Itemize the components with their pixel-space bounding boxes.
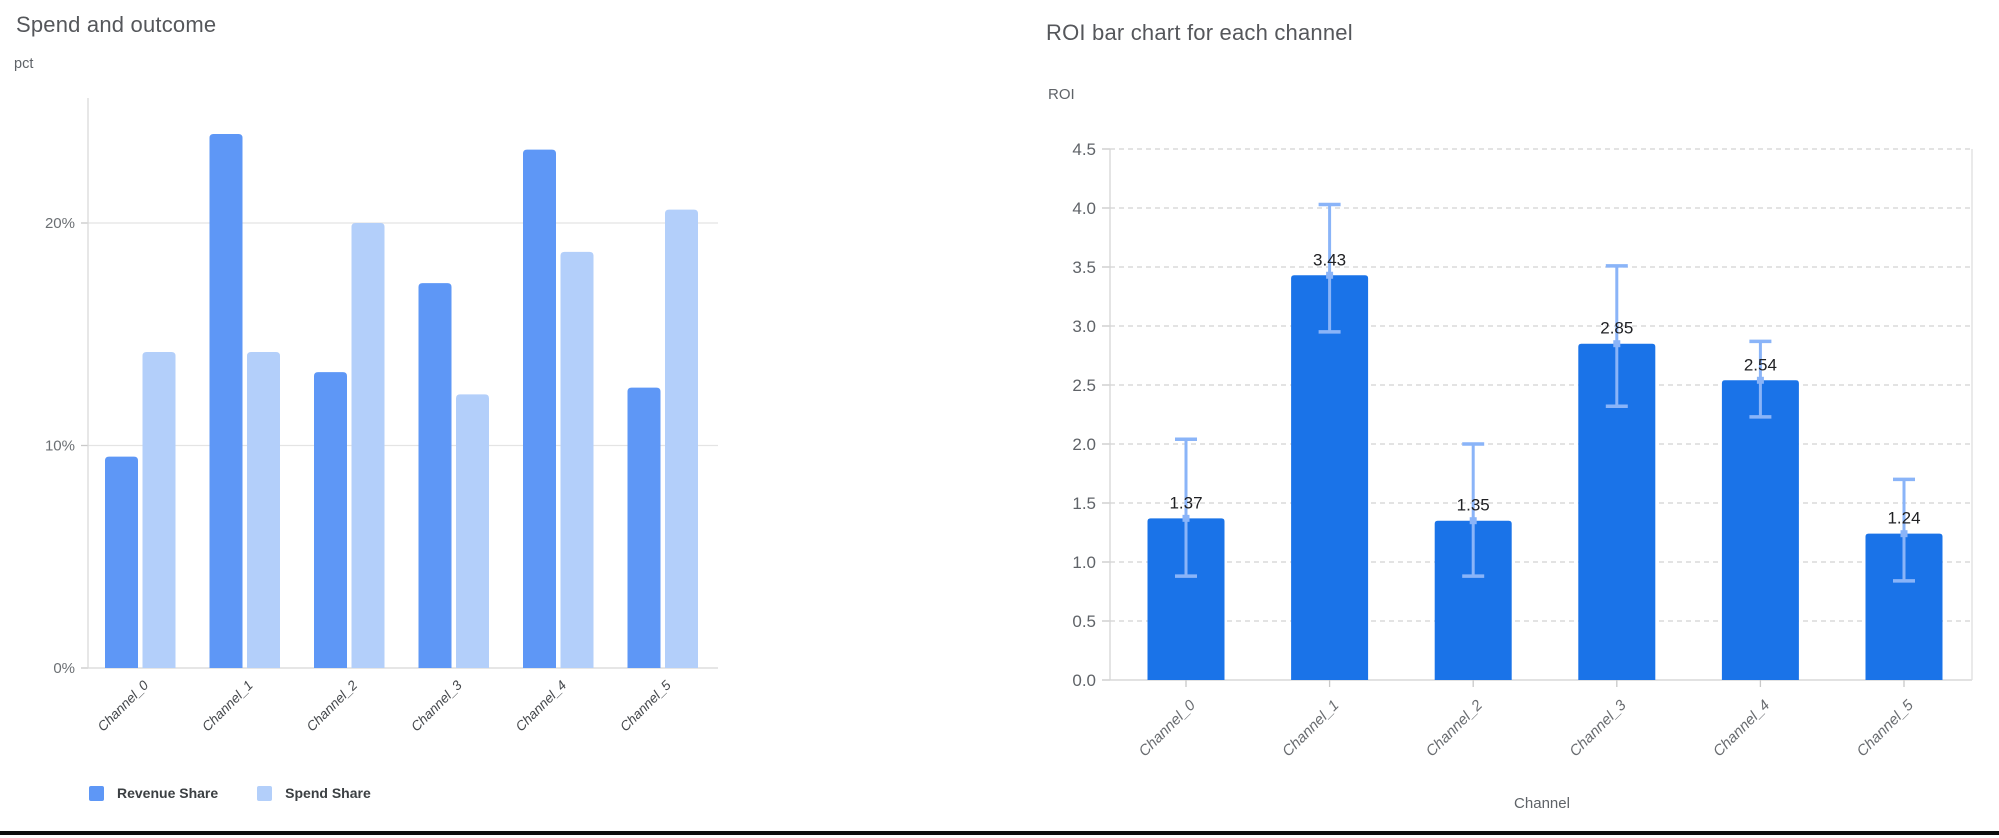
y-tick-label: 3.0 [1072, 317, 1096, 336]
right-chart-x-axis-title: Channel [1514, 795, 1570, 812]
roi-bar[interactable] [1721, 380, 1799, 680]
x-tick-label: Channel_1 [1279, 697, 1342, 760]
y-tick-label: 20% [45, 215, 75, 232]
y-tick-label: 2.5 [1072, 376, 1096, 395]
roi-bar[interactable] [1147, 518, 1225, 680]
spend-share-bar[interactable] [560, 251, 594, 669]
revenue-share-bar[interactable] [314, 372, 347, 668]
right-chart-title: ROI bar chart for each channel [1046, 20, 1353, 45]
y-tick-label: 1.0 [1072, 553, 1096, 572]
y-tick-label: 10% [45, 438, 75, 455]
x-tick-label: Channel_4 [513, 678, 570, 735]
y-tick-label: 1.5 [1072, 494, 1096, 513]
bar-value-label: 3.43 [1313, 250, 1346, 269]
y-tick-label: 2.0 [1072, 435, 1096, 454]
bar-value-label: 2.85 [1600, 319, 1633, 338]
bar-value-label: 1.24 [1887, 509, 1920, 528]
bar-value-label: 1.37 [1169, 493, 1202, 512]
y-tick-label: 4.5 [1072, 140, 1096, 159]
x-tick-label: Channel_1 [199, 678, 256, 735]
error-bar-marker [1469, 517, 1477, 525]
legend-item-spend-share[interactable]: Spend Share [257, 785, 371, 801]
error-bar-marker [1326, 271, 1334, 279]
x-tick-label: Channel_3 [408, 677, 465, 734]
roi-bar[interactable] [1291, 275, 1369, 680]
left-chart-legend: Revenue Share Spend Share [89, 785, 371, 801]
revenue-share-swatch [89, 785, 104, 801]
x-tick-label: Channel_3 [1566, 696, 1630, 760]
y-tick-label: 3.5 [1072, 258, 1096, 277]
left-chart-title: Spend and outcome [16, 12, 217, 37]
y-tick-label: 0.5 [1072, 612, 1096, 631]
error-bar-marker [1182, 514, 1190, 522]
bar-value-label: 1.35 [1457, 496, 1490, 515]
spend-share-swatch [257, 785, 273, 801]
revenue-share-label: Revenue Share [117, 785, 219, 801]
revenue-share-bar[interactable] [418, 283, 452, 668]
spend-share-label: Spend Share [285, 785, 371, 801]
revenue-share-bar[interactable] [627, 387, 661, 668]
roi-bar[interactable] [1434, 520, 1512, 680]
x-tick-label: Channel_2 [1423, 696, 1487, 760]
legend-item-revenue-share[interactable]: Revenue Share [89, 785, 218, 801]
y-tick-label: 0.0 [1072, 671, 1096, 690]
spend-outcome-plot: 0% 10% 20% Channel_0 Channel_1 Channel_2 Chann… [45, 98, 718, 735]
spend-share-bar[interactable] [665, 209, 698, 668]
spend-share-bar[interactable] [247, 352, 280, 668]
x-tick-label: Channel_5 [617, 677, 674, 734]
spend-share-bar[interactable] [142, 352, 176, 668]
revenue-share-bar[interactable] [523, 149, 556, 668]
x-tick-label: Channel_4 [1710, 697, 1773, 760]
bottom-divider [0, 831, 1999, 835]
error-bar-marker [1756, 376, 1764, 384]
x-tick-label: Channel_0 [95, 677, 152, 734]
error-bar-marker [1613, 340, 1621, 348]
spend-share-bar[interactable] [351, 223, 385, 668]
x-tick-label: Channel_0 [1135, 696, 1199, 760]
x-tick-label: Channel_5 [1853, 696, 1917, 760]
revenue-share-bar[interactable] [105, 456, 138, 668]
y-tick-label: 4.0 [1072, 199, 1096, 218]
y-tick-label: 0% [53, 660, 75, 677]
roi-bar[interactable] [1865, 533, 1943, 680]
spend-share-bar[interactable] [456, 394, 489, 668]
bar-value-label: 2.54 [1744, 355, 1777, 374]
revenue-share-bar[interactable] [209, 134, 243, 668]
roi-plot: 0.0 0.5 1.0 1.5 2.0 2.5 3.0 3.5 4.0 4.5 1.37 Channe… [1072, 140, 1973, 760]
right-chart-y-unit: ROI [1048, 86, 1075, 103]
x-tick-label: Channel_2 [304, 677, 361, 734]
left-chart-y-unit: pct [14, 56, 34, 72]
roi-bar[interactable] [1578, 343, 1656, 680]
error-bar-marker [1900, 530, 1908, 538]
